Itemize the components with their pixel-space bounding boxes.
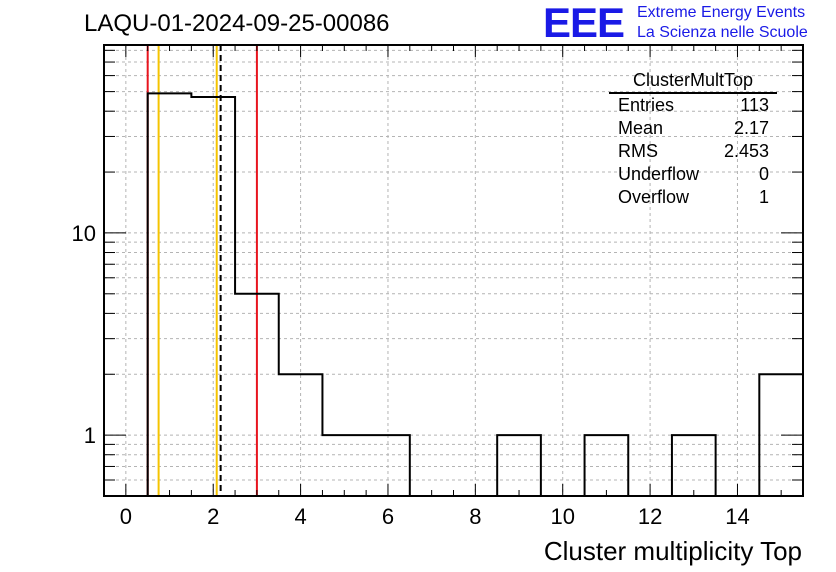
logo-line-2: La Scienza nelle Scuole [637,24,808,41]
stats-label: Mean [618,118,664,138]
grid-layer [104,45,803,496]
stats-value: 2.17 [733,118,769,138]
stats-row-mean: Mean 2.17 [609,117,777,140]
x-tick-label: 4 [294,504,306,529]
x-tick-label: 8 [469,504,481,529]
stats-divider [609,92,777,94]
tick-labels: 0 2 4 6 8 10 12 14 1 10 [72,221,750,529]
histogram-series [146,92,804,497]
stats-value: 113 [740,95,769,115]
stats-value: 0 [758,164,769,184]
y-tick-label: 1 [84,423,96,448]
x-tick-label: 2 [207,504,219,529]
stats-row-overflow: Overflow 1 [609,186,777,209]
stats-label: Overflow [618,187,690,207]
stats-row-underflow: Underflow 0 [609,163,777,186]
stats-value: 2.453 [723,141,769,161]
x-axis-label: Cluster multiplicity Top [543,536,802,566]
marker-lines [146,45,258,496]
stats-value: 1 [758,187,769,207]
x-tick-label: 0 [120,504,132,529]
stats-row-rms: RMS 2.453 [609,140,777,163]
run-title: LAQU-01-2024-09-25-00086 [84,10,390,37]
stats-label: RMS [618,141,658,161]
y-tick-label: 10 [72,221,96,246]
x-tick-label: 10 [550,504,574,529]
stats-title: ClusterMultTop [632,70,754,90]
stats-box: ClusterMultTop Entries 113 Mean 2.17 RMS… [609,69,777,209]
plot-frame [103,44,804,497]
stats-label: Entries [618,95,675,115]
x-tick-label: 14 [725,504,749,529]
x-tick-label: 6 [382,504,394,529]
logo-line-1: Extreme Energy Events [637,4,806,21]
x-tick-label: 12 [638,504,662,529]
eee-logo-mark: EEE [543,0,625,46]
stats-row-entries: Entries 113 [609,94,777,117]
stats-label: Underflow [618,164,700,184]
